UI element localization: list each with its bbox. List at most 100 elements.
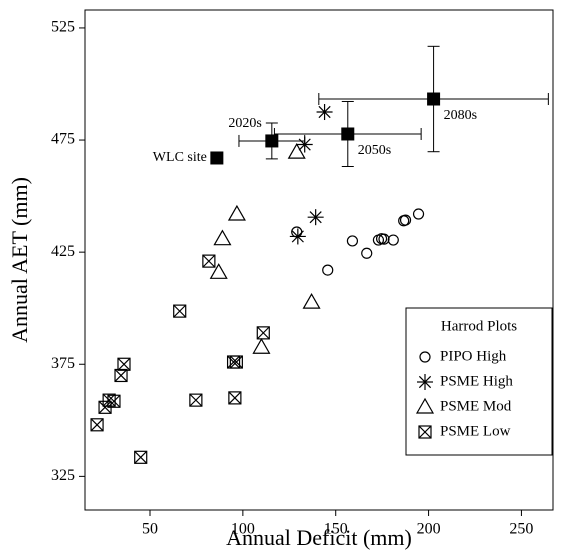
point (399, 214, 412, 226)
marker-part (418, 425, 432, 439)
point (289, 228, 306, 245)
marker-part (117, 357, 131, 371)
point (90, 418, 104, 432)
scenario-label: 2050s (358, 143, 391, 158)
marker-part (229, 355, 243, 369)
marker-part (227, 355, 240, 369)
point (265, 134, 279, 148)
scenario-label: 2020s (228, 116, 261, 131)
x-tick-label: 250 (509, 521, 533, 538)
point (256, 326, 270, 340)
marker-part (117, 357, 131, 371)
point (418, 425, 432, 439)
point (302, 292, 321, 309)
point (210, 151, 224, 165)
point (209, 263, 228, 279)
marker-part (418, 425, 432, 439)
marker-part (361, 247, 373, 259)
marker-part (412, 208, 425, 220)
marker-part (378, 233, 390, 245)
legend-label: PIPO High (440, 348, 507, 364)
point (341, 127, 355, 141)
point (98, 400, 112, 414)
point (307, 209, 324, 226)
marker-part (252, 338, 271, 354)
marker-part (419, 351, 431, 363)
marker-part (418, 375, 432, 389)
marker-part (256, 326, 270, 340)
marker-part (98, 400, 112, 414)
point (316, 104, 333, 121)
point (134, 450, 148, 464)
x-tick-label: 100 (231, 521, 255, 538)
marker-part (107, 394, 121, 408)
marker-part (202, 254, 216, 268)
marker-part (287, 142, 306, 159)
point (229, 355, 243, 369)
scenario-label: WLC site (153, 150, 207, 165)
point (361, 247, 373, 259)
marker-part (173, 304, 187, 318)
legend-label: PSME Mod (440, 398, 512, 414)
marker-part (322, 264, 334, 276)
point (252, 338, 271, 354)
marker-part (90, 418, 104, 432)
marker-part (227, 204, 246, 221)
plot-frame (84, 9, 554, 511)
point (173, 304, 187, 318)
y-tick-label: 325 (51, 467, 75, 484)
marker-part (98, 400, 112, 414)
marker-part (213, 229, 232, 246)
marker-part (134, 450, 148, 464)
x-tick-label: 50 (142, 521, 158, 538)
marker-part (427, 92, 441, 106)
scenario-label: 2080s (444, 108, 477, 123)
marker-part (210, 151, 224, 165)
marker-part (173, 304, 187, 318)
x-tick-label: 200 (417, 521, 441, 538)
legend-label: PSME Low (440, 423, 511, 439)
x-tick-label: 150 (324, 521, 348, 538)
marker-part (309, 211, 322, 224)
marker-part (265, 134, 279, 148)
y-axis-label: Annual AET (mm) (7, 177, 32, 343)
point (417, 374, 433, 390)
marker-part (302, 292, 321, 309)
legend-label: PSME High (440, 373, 513, 389)
marker-part (114, 369, 128, 382)
marker-part (189, 393, 203, 407)
point (427, 92, 441, 106)
point (322, 264, 334, 276)
point (114, 368, 128, 383)
point (202, 254, 216, 268)
marker-part (202, 254, 216, 268)
y-tick-label: 525 (51, 19, 75, 36)
x-axis-label: Annual Deficit (mm) (226, 525, 412, 550)
marker-part (209, 263, 228, 279)
point (213, 229, 232, 246)
marker-part (90, 418, 104, 432)
point (189, 393, 203, 407)
marker-part (228, 391, 242, 405)
marker-part (102, 393, 116, 407)
point (415, 397, 435, 414)
y-tick-label: 475 (51, 131, 75, 148)
point (346, 235, 359, 247)
point (228, 391, 242, 405)
point (412, 208, 425, 220)
point (117, 357, 131, 371)
marker-part (189, 393, 203, 407)
marker-part (341, 127, 355, 141)
marker-part (291, 230, 304, 243)
marker-part (318, 105, 331, 119)
legend-title: Harrod Plots (441, 318, 517, 334)
y-tick-label: 425 (51, 243, 75, 260)
marker-part (387, 234, 399, 246)
marker-part (229, 355, 243, 369)
point (227, 204, 246, 221)
marker-part (256, 326, 270, 340)
marker-part (114, 368, 128, 383)
marker-part (228, 391, 242, 405)
marker-part (415, 397, 435, 414)
